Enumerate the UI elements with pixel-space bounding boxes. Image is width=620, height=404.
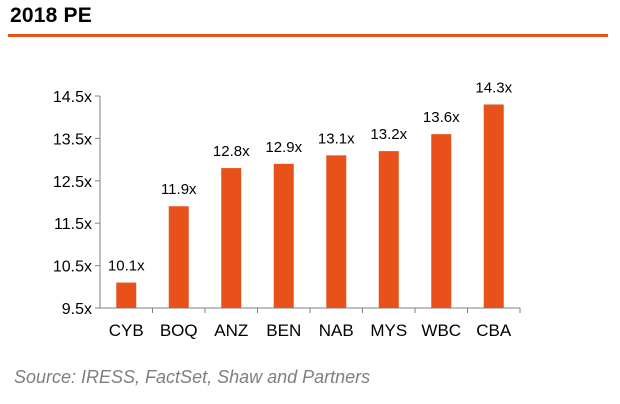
data-label-mys: 13.2x bbox=[370, 126, 407, 143]
data-label-nab: 13.1x bbox=[318, 130, 355, 147]
bar-nab bbox=[326, 155, 347, 308]
bar-wbc bbox=[431, 134, 452, 308]
x-axis: CYB BOQ ANZ BEN NAB MYS WBC CBA bbox=[100, 307, 521, 340]
bar-cyb bbox=[116, 282, 137, 308]
y-tick-label: 9.5x bbox=[62, 301, 92, 318]
x-tick-label: MYS bbox=[370, 321, 407, 340]
x-tick-label: NAB bbox=[319, 321, 354, 340]
title-underline bbox=[8, 34, 608, 37]
y-axis: 9.5x 10.5x 11.5x 12.5x 13.5x 14.5x bbox=[53, 89, 101, 318]
bar-ben bbox=[273, 163, 294, 308]
x-tick-label: CYB bbox=[109, 321, 144, 340]
bar-boq bbox=[168, 206, 189, 308]
data-label-wbc: 13.6x bbox=[423, 109, 460, 126]
data-label-ben: 12.9x bbox=[265, 139, 302, 156]
bar-mys bbox=[378, 151, 399, 308]
x-tick-label: ANZ bbox=[214, 321, 248, 340]
y-tick-label: 14.5x bbox=[53, 89, 92, 106]
data-label-boq: 11.9x bbox=[161, 181, 197, 198]
source-note: Source: IRESS, FactSet, Shaw and Partner… bbox=[14, 367, 371, 387]
y-tick-label: 10.5x bbox=[53, 259, 92, 276]
x-tick-label: WBC bbox=[421, 321, 461, 340]
x-tick-label: BOQ bbox=[160, 321, 198, 340]
x-tick-label: BEN bbox=[266, 321, 301, 340]
bar-cba bbox=[483, 104, 504, 308]
bar-anz bbox=[221, 168, 242, 308]
data-label-anz: 12.8x bbox=[213, 143, 250, 160]
data-labels: 10.1x 11.9x 12.8x 12.9x 13.1x 13.2x 13.6x 14.3x bbox=[108, 79, 513, 274]
chart-title: 2018 PE bbox=[10, 4, 92, 27]
x-tick-label: CBA bbox=[476, 321, 512, 340]
y-tick-label: 13.5x bbox=[53, 131, 92, 148]
y-tick-label: 11.5x bbox=[54, 216, 92, 233]
bars bbox=[116, 104, 504, 308]
data-label-cba: 14.3x bbox=[475, 79, 512, 96]
data-label-cyb: 10.1x bbox=[108, 258, 145, 275]
y-tick-label: 12.5x bbox=[53, 174, 92, 191]
